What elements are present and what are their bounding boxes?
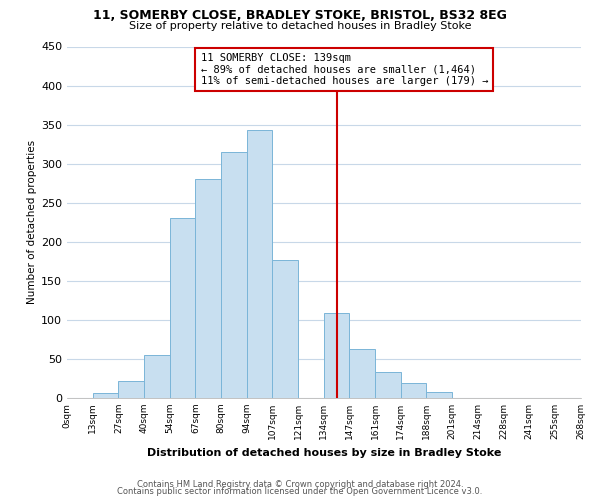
Text: Contains public sector information licensed under the Open Government Licence v3: Contains public sector information licen… [118,487,482,496]
Bar [272,260,298,398]
Bar [144,355,170,398]
Text: Contains HM Land Registry data © Crown copyright and database right 2024.: Contains HM Land Registry data © Crown c… [137,480,463,489]
Y-axis label: Number of detached properties: Number of detached properties [27,140,37,304]
Bar [93,393,118,398]
Bar [349,348,375,398]
Text: 11 SOMERBY CLOSE: 139sqm
← 89% of detached houses are smaller (1,464)
11% of sem: 11 SOMERBY CLOSE: 139sqm ← 89% of detach… [200,52,488,86]
Text: 11, SOMERBY CLOSE, BRADLEY STOKE, BRISTOL, BS32 8EG: 11, SOMERBY CLOSE, BRADLEY STOKE, BRISTO… [93,9,507,22]
Bar [401,383,427,398]
Bar [221,152,247,398]
Bar [427,392,452,398]
X-axis label: Distribution of detached houses by size in Bradley Stoke: Distribution of detached houses by size … [146,448,501,458]
Bar [196,180,221,398]
Bar [247,130,272,398]
Bar [324,313,349,398]
Bar [170,218,196,398]
Text: Size of property relative to detached houses in Bradley Stoke: Size of property relative to detached ho… [129,21,471,31]
Bar [375,372,401,398]
Bar [118,380,144,398]
